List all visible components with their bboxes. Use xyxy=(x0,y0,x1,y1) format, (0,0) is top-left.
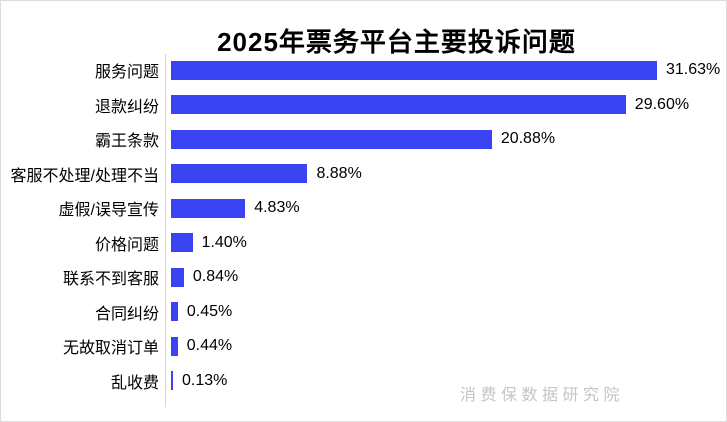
category-label: 联系不到客服 xyxy=(62,271,159,289)
bar-row: 价格问题 1.40% xyxy=(1,226,726,261)
category-label: 合同纠纷 xyxy=(94,305,159,323)
value-label: 0.84% xyxy=(192,268,239,286)
value-label: 29.60% xyxy=(634,95,690,113)
value-label: 8.88% xyxy=(316,164,362,182)
bar xyxy=(171,267,184,287)
bar-zone: 0.84% xyxy=(165,260,726,295)
bar-zone: 0.44% xyxy=(165,329,726,364)
chart-title: 2025年票务平台主要投诉问题 xyxy=(217,27,576,57)
bar xyxy=(171,164,308,184)
bar xyxy=(171,95,626,115)
value-label: 20.88% xyxy=(500,130,556,148)
category-label: 乱收费 xyxy=(110,374,159,392)
bar-row: 退款纠纷 29.60% xyxy=(1,88,726,123)
category-label: 退款纠纷 xyxy=(94,98,159,116)
bar-row: 服务问题 31.63% xyxy=(1,53,726,88)
y-axis-line xyxy=(165,54,166,407)
bar-zone: 29.60% xyxy=(165,88,726,123)
category-label: 服务问题 xyxy=(94,64,159,82)
category-label: 无故取消订单 xyxy=(62,340,159,358)
bar-zone: 0.13% xyxy=(165,364,726,399)
watermark-text: 消费保数据研究院 xyxy=(460,387,625,404)
category-label: 价格问题 xyxy=(94,236,159,254)
value-label: 1.40% xyxy=(201,233,247,251)
bar xyxy=(171,129,492,149)
bar xyxy=(171,198,246,218)
value-label: 4.83% xyxy=(254,199,300,217)
bar xyxy=(171,371,173,391)
value-label: 0.45% xyxy=(186,302,233,320)
bar xyxy=(171,233,193,253)
bar-row: 合同纠纷 0.45% xyxy=(1,295,726,330)
bar-row: 霸王条款 20.88% xyxy=(1,122,726,157)
category-label: 客服不处理/处理不当 xyxy=(10,167,159,185)
bar-row: 无故取消订单 0.44% xyxy=(1,329,726,364)
bar-zone: 31.63% xyxy=(165,53,726,88)
bar-zone: 1.40% xyxy=(165,226,726,261)
value-label: 31.63% xyxy=(666,61,721,79)
value-label: 0.44% xyxy=(186,337,233,355)
bar-row: 客服不处理/处理不当 8.88% xyxy=(1,157,726,192)
value-label: 0.13% xyxy=(181,371,228,389)
bar xyxy=(171,302,178,322)
bar xyxy=(171,336,178,356)
bar-row: 虚假/误导宣传 4.83% xyxy=(1,191,726,226)
category-label: 虚假/误导宣传 xyxy=(58,202,159,220)
bar-rows: 服务问题 31.63% 退款纠纷 29.60% 霸王条款 20.88% 客服不处理/处理不当… xyxy=(1,53,726,398)
bar-zone: 8.88% xyxy=(165,157,726,192)
bar-zone: 20.88% xyxy=(165,122,726,157)
bar-row: 联系不到客服 0.84% xyxy=(1,260,726,295)
bar xyxy=(171,60,657,80)
bar-row: 乱收费 0.13% xyxy=(1,364,726,399)
category-label: 霸王条款 xyxy=(94,133,159,151)
bar-zone: 0.45% xyxy=(165,295,726,330)
bar-zone: 4.83% xyxy=(165,191,726,226)
